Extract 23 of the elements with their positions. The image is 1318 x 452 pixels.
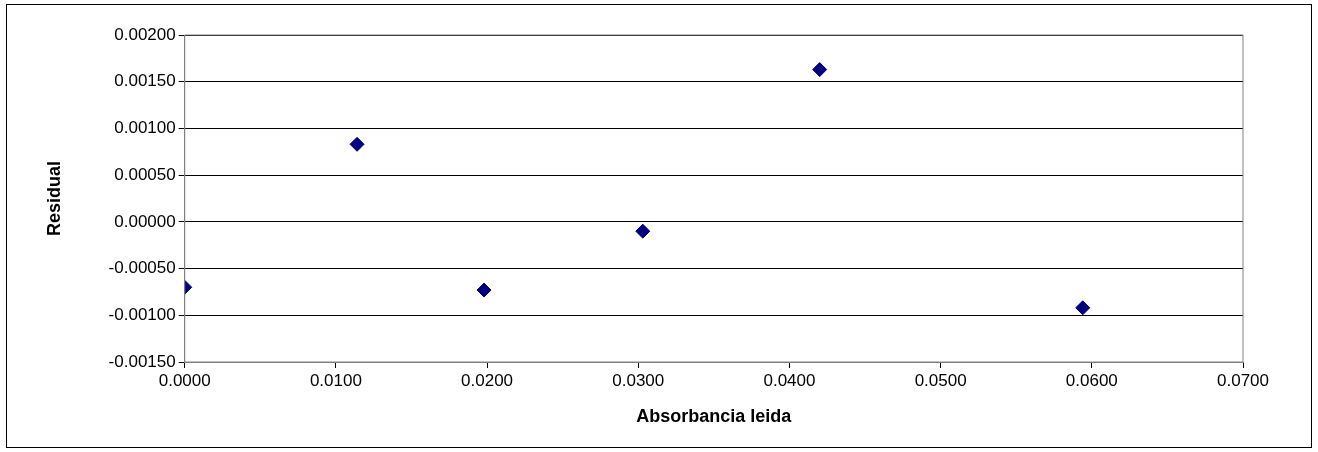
point bbox=[349, 136, 365, 152]
point bbox=[476, 282, 492, 298]
y-tick-label: 0.00200 bbox=[114, 24, 176, 44]
y-tick-label: 0.00050 bbox=[114, 164, 176, 184]
x-tick-label: 0.0600 bbox=[1065, 370, 1118, 390]
x-tick-label: 0.0500 bbox=[914, 370, 967, 390]
x-tick-label: 0.0700 bbox=[1217, 370, 1269, 390]
x-tick-label: 0.0100 bbox=[309, 370, 362, 390]
x-axis-title: Absorbancia leida bbox=[636, 406, 793, 427]
y-tick-label: 0.00100 bbox=[114, 118, 176, 138]
point bbox=[635, 223, 651, 239]
x-tick-label: 0.0400 bbox=[763, 370, 816, 390]
x-tick-label: 0.0000 bbox=[158, 370, 211, 390]
y-tick-label: -0.00100 bbox=[108, 304, 176, 324]
point bbox=[1075, 300, 1091, 316]
y-axis-title: Residual bbox=[43, 160, 64, 237]
x-tick-label: 0.0300 bbox=[612, 370, 665, 390]
y-tick-label: -0.00050 bbox=[108, 258, 176, 278]
y-tick-label: 0.00000 bbox=[114, 211, 176, 231]
point bbox=[812, 62, 828, 78]
y-tick-label: 0.00150 bbox=[114, 71, 176, 91]
y-tick-label: -0.00150 bbox=[108, 351, 176, 371]
x-tick-label: 0.0200 bbox=[461, 370, 514, 390]
